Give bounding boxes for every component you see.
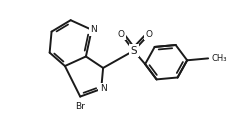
Text: S: S xyxy=(130,46,136,56)
Text: N: N xyxy=(99,84,106,93)
Text: N: N xyxy=(90,25,96,34)
Text: O: O xyxy=(117,30,124,39)
Text: CH₃: CH₃ xyxy=(211,54,227,63)
Text: Br: Br xyxy=(75,102,85,111)
Text: O: O xyxy=(145,30,152,39)
